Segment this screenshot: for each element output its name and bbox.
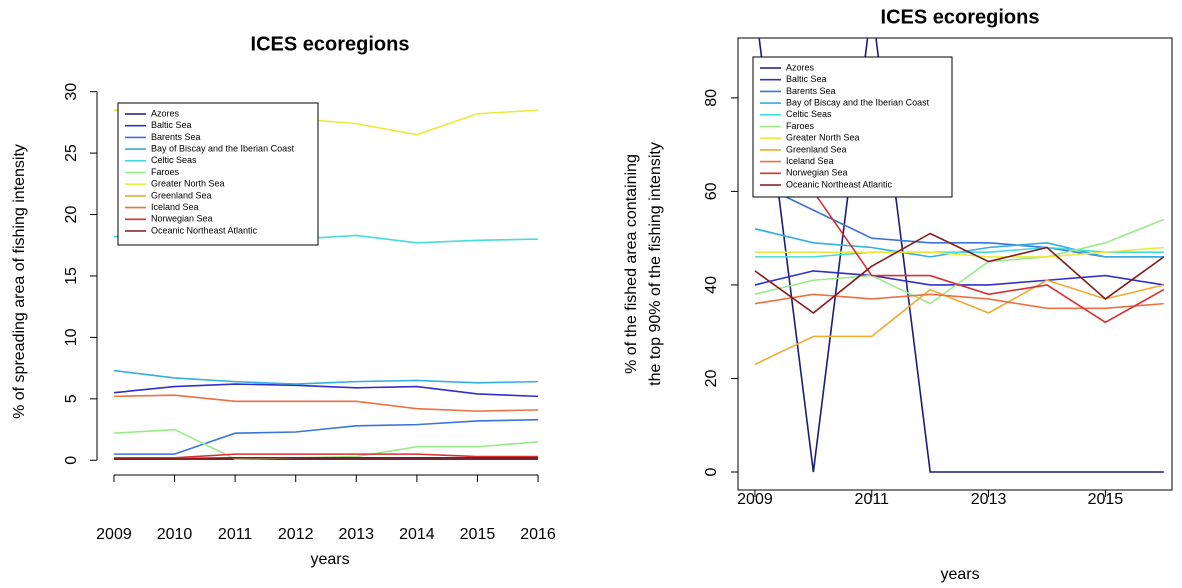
legend-label: Norwegian Sea xyxy=(151,214,213,224)
series-line xyxy=(754,97,1165,324)
x-tick-label: 2009 xyxy=(96,526,132,543)
legend-box xyxy=(752,56,953,198)
legend-label: Greater North Sea xyxy=(786,133,860,143)
x-tick-label: 2011 xyxy=(855,491,890,508)
legend-label: Bay of Biscay and the Iberian Coast xyxy=(151,143,295,153)
y-tick-label: 20 xyxy=(703,369,720,387)
series-line xyxy=(754,293,1164,310)
x-tick-label: 2015 xyxy=(1088,491,1124,508)
series-line xyxy=(754,279,1165,366)
series-line xyxy=(754,218,1165,305)
legend-label: Celtic Seas xyxy=(786,109,832,119)
x-tick-label: 2013 xyxy=(338,526,374,543)
legend-label: Oceanic Northeast Atlantic xyxy=(786,179,893,189)
legend-label: Azores xyxy=(786,62,815,72)
series-line xyxy=(758,38,1164,473)
y-tick-label: 5 xyxy=(63,394,80,403)
x-tick-label: 2013 xyxy=(971,491,1007,508)
series-line xyxy=(113,418,539,455)
series-line xyxy=(113,457,539,460)
x-tick-label: 2015 xyxy=(460,526,496,543)
chart-title: ICES ecoregions xyxy=(251,33,410,55)
x-axis-label: years xyxy=(940,566,979,583)
legend-label: Faroes xyxy=(151,167,180,177)
legend-label: Baltic Sea xyxy=(151,120,192,130)
plot-lines xyxy=(754,38,1165,473)
series-line xyxy=(113,453,539,459)
y-tick-label: 20 xyxy=(63,206,80,224)
y-tick-label: 15 xyxy=(63,267,80,285)
x-tick-label: 2009 xyxy=(737,491,773,508)
legend-box xyxy=(117,102,319,246)
x-axis-label: years xyxy=(310,551,349,568)
series-line xyxy=(113,394,539,412)
y-tick-label: 25 xyxy=(63,144,80,162)
plot-box xyxy=(737,37,1173,491)
series-line xyxy=(113,369,539,385)
y-axis-label: % of spreading area of fishing intensity xyxy=(11,144,28,419)
x-tick-label: 2011 xyxy=(218,526,253,543)
y-tick-label: 30 xyxy=(63,83,80,101)
legend-label: Greenland Sea xyxy=(786,144,847,154)
y-axis-label: % of the fished area containing xyxy=(623,154,640,374)
legend-label: Greater North Sea xyxy=(151,179,225,189)
y-tick-label: 60 xyxy=(703,182,720,200)
legend-label: Baltic Sea xyxy=(786,74,827,84)
y-tick-label: 0 xyxy=(63,456,80,465)
series-line xyxy=(754,232,1165,314)
series-line xyxy=(754,246,1164,258)
y-tick-label: 0 xyxy=(703,467,720,476)
legend-label: Norwegian Sea xyxy=(786,168,848,178)
legend-label: Faroes xyxy=(786,121,815,131)
series-line xyxy=(754,246,1164,258)
y-axis-label: the top 90% of the fishing intensity xyxy=(647,142,664,386)
y-tick-label: 80 xyxy=(703,89,720,107)
x-tick-label: 2016 xyxy=(520,526,556,543)
legend-label: Azores xyxy=(151,108,180,118)
series-line xyxy=(113,383,539,398)
x-tick-label: 2010 xyxy=(157,526,193,543)
legend-label: Barents Sea xyxy=(786,86,836,96)
legend-label: Greenland Sea xyxy=(151,190,212,200)
legend-label: Bay of Biscay and the Iberian Coast xyxy=(786,97,930,107)
legend-label: Iceland Sea xyxy=(786,156,834,166)
legend-label: Celtic Seas xyxy=(151,155,197,165)
legend-label: Iceland Sea xyxy=(151,202,199,212)
x-tick-label: 2014 xyxy=(399,526,435,543)
legend-label: Oceanic Northeast Atlantic xyxy=(151,225,258,235)
x-tick-label: 2012 xyxy=(278,526,314,543)
legend-label: Barents Sea xyxy=(151,132,201,142)
y-tick-label: 40 xyxy=(703,276,720,294)
y-tick-label: 10 xyxy=(63,328,80,346)
chart-title: ICES ecoregions xyxy=(881,6,1040,28)
